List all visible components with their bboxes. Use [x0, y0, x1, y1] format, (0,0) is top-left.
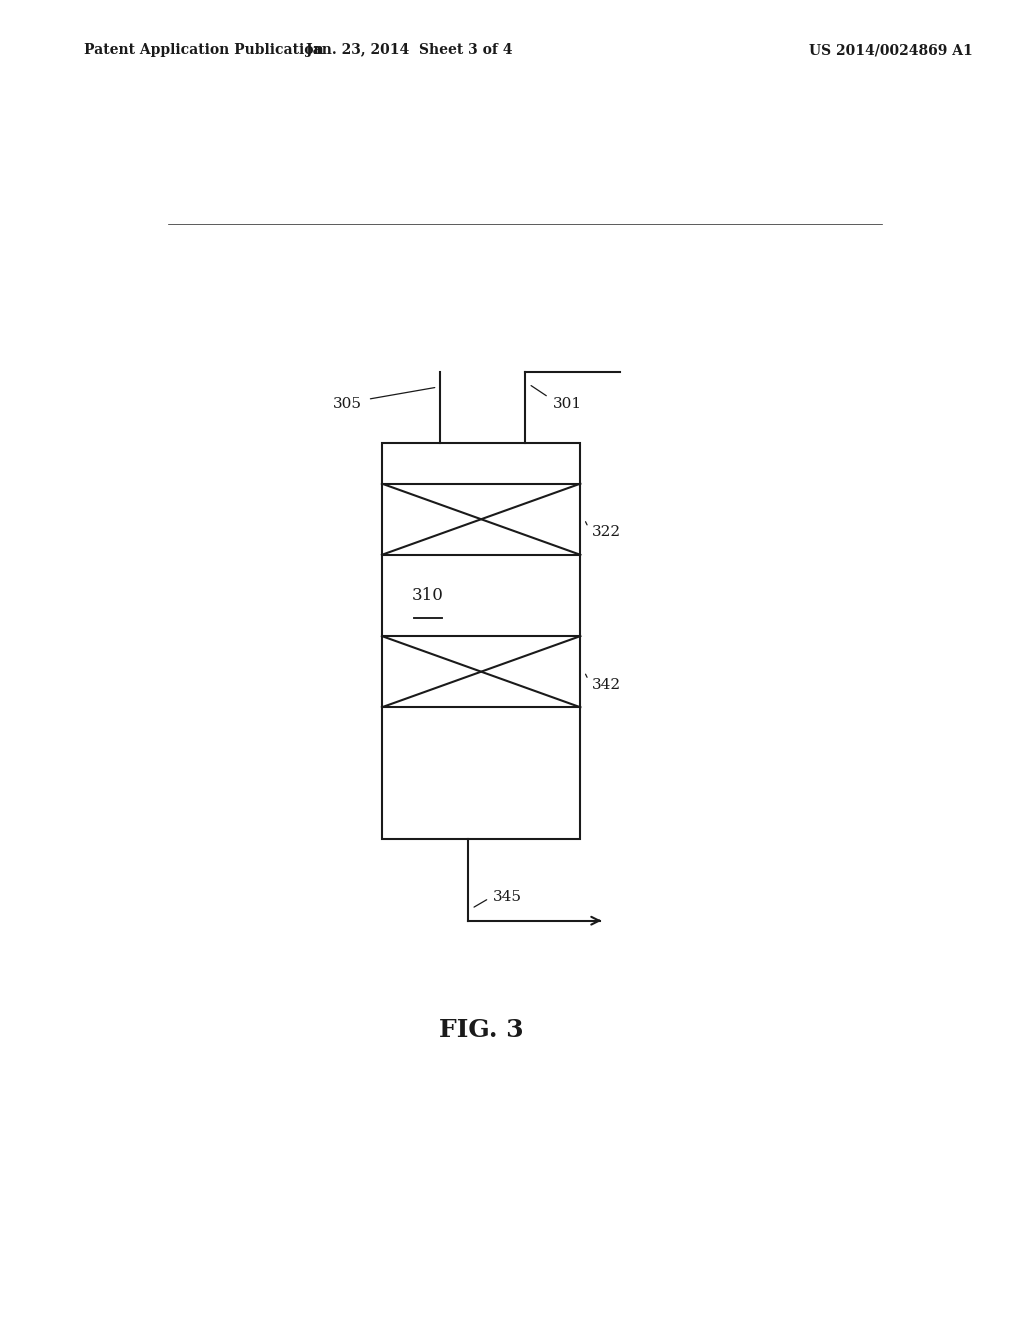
Text: 345: 345	[494, 890, 522, 904]
Bar	[382, 444, 581, 840]
Text: Patent Application Publication: Patent Application Publication	[84, 44, 324, 57]
Text: Jan. 23, 2014  Sheet 3 of 4: Jan. 23, 2014 Sheet 3 of 4	[306, 44, 513, 57]
Text: 322: 322	[592, 525, 622, 540]
Text: 342: 342	[592, 678, 622, 692]
Text: 310: 310	[412, 587, 444, 605]
Text: 301: 301	[553, 397, 582, 412]
Text: 305: 305	[333, 397, 362, 412]
Text: US 2014/0024869 A1: US 2014/0024869 A1	[809, 44, 973, 57]
Text: FIG. 3: FIG. 3	[439, 1019, 523, 1043]
